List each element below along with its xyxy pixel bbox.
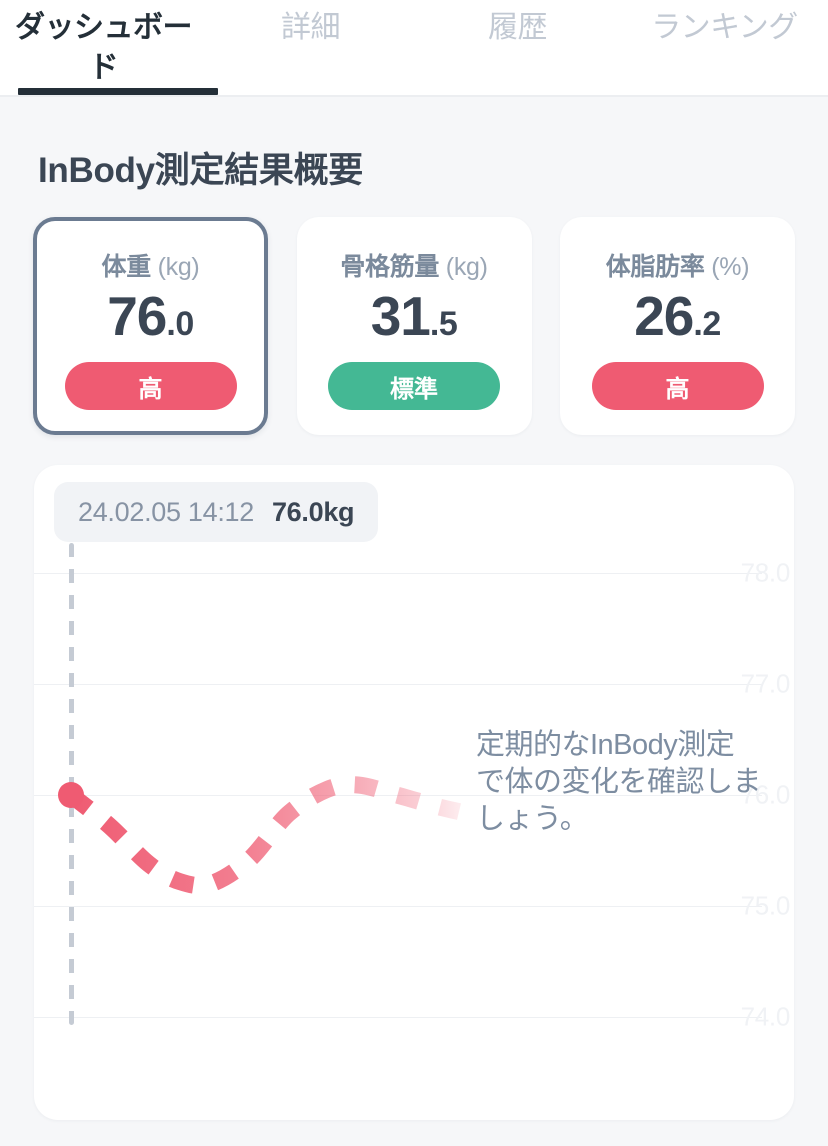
metric-card-body-fat-status-badge: 高 — [591, 362, 764, 410]
metric-card-weight-status-badge: 高 — [64, 362, 237, 410]
tab-history[interactable]: 履歴 — [414, 0, 621, 95]
metric-card-weight-value-dec: .0 — [166, 305, 194, 343]
metric-card-row: 体重 (kg) 76 .0 高 骨格筋量 (kg) 31 .5 標準 体脂肪率 — [33, 217, 795, 435]
chart-y-axis-label: 76.0 — [740, 779, 791, 810]
chart-overlay-message: 定期的なInBody測定で体の変化を確認しましょう。 — [476, 729, 762, 836]
chart-gridline — [34, 573, 762, 574]
tab-bar: ダッシュボード 詳細 履歴 ランキング — [0, 0, 828, 97]
chart-gridline — [34, 906, 762, 907]
metric-card-skeletal-muscle-label: 骨格筋量 (kg) — [340, 247, 488, 283]
chart-tooltip: 24.02.05 14:12 76.0kg — [54, 482, 379, 542]
metric-card-body-fat-label: 体脂肪率 (%) — [605, 247, 750, 283]
metric-card-body-fat-value: 26 .2 — [634, 289, 721, 344]
metric-card-skeletal-muscle-name: 骨格筋量 — [340, 253, 440, 281]
tab-history-label: 履歴 — [488, 11, 548, 44]
chart-y-axis-label: 75.0 — [740, 890, 791, 921]
weight-trend-chart-card[interactable]: 78.0 77.0 76.0 75.0 74.0 定期的なInBody測定で体の変化を確… — [34, 465, 794, 1120]
metric-card-body-fat-value-dec: .2 — [693, 305, 721, 343]
chart-gridline — [34, 684, 762, 685]
selected-data-point-marker[interactable] — [58, 782, 84, 808]
chart-tooltip-value: 76.0kg — [271, 496, 355, 527]
weight-trend-dashed-line — [65, 776, 461, 895]
metric-card-weight-value: 76 .0 — [107, 289, 194, 344]
metric-card-skeletal-muscle-unit: (kg) — [445, 253, 488, 281]
tab-dashboard-label: ダッシュボード — [15, 11, 193, 84]
metric-card-body-fat[interactable]: 体脂肪率 (%) 26 .2 高 — [560, 217, 795, 435]
dashboard-page: InBody測定結果概要 体重 (kg) 76 .0 高 骨格筋量 (kg) 3… — [0, 97, 828, 1146]
metric-card-skeletal-muscle-value: 31 .5 — [371, 289, 458, 344]
page-title: InBody測定結果概要 — [38, 151, 364, 190]
metric-card-weight[interactable]: 体重 (kg) 76 .0 高 — [33, 217, 268, 435]
metric-card-weight-unit: (kg) — [157, 253, 200, 281]
tab-details-label: 詳細 — [281, 11, 341, 44]
tab-dashboard[interactable]: ダッシュボード — [0, 0, 218, 95]
metric-card-body-fat-name: 体脂肪率 — [605, 253, 705, 281]
metric-card-weight-name: 体重 — [101, 253, 152, 281]
metric-card-skeletal-muscle-value-int: 31 — [370, 285, 431, 347]
chart-tooltip-date: 24.02.05 14:12 — [78, 496, 254, 527]
tab-ranking-label: ランキング — [651, 11, 798, 44]
chart-y-axis-label: 74.0 — [740, 1001, 791, 1032]
metric-card-skeletal-muscle-value-dec: .5 — [429, 305, 458, 343]
tab-ranking[interactable]: ランキング — [621, 0, 828, 95]
metric-card-weight-value-int: 76 — [107, 285, 167, 347]
metric-card-body-fat-value-int: 26 — [634, 285, 694, 347]
tab-details[interactable]: 詳細 — [207, 0, 414, 95]
chart-plot-area: 78.0 77.0 76.0 75.0 74.0 — [34, 465, 794, 1120]
chart-y-axis-label: 78.0 — [740, 557, 791, 588]
metric-card-weight-label: 体重 (kg) — [102, 247, 200, 283]
tab-active-underline — [18, 88, 218, 95]
metric-card-body-fat-unit: (%) — [711, 253, 750, 281]
chart-gridline — [34, 1017, 762, 1018]
metric-card-skeletal-muscle-status-badge: 標準 — [328, 362, 500, 410]
chart-y-axis-label: 77.0 — [740, 668, 791, 699]
metric-card-skeletal-muscle[interactable]: 骨格筋量 (kg) 31 .5 標準 — [296, 217, 532, 435]
